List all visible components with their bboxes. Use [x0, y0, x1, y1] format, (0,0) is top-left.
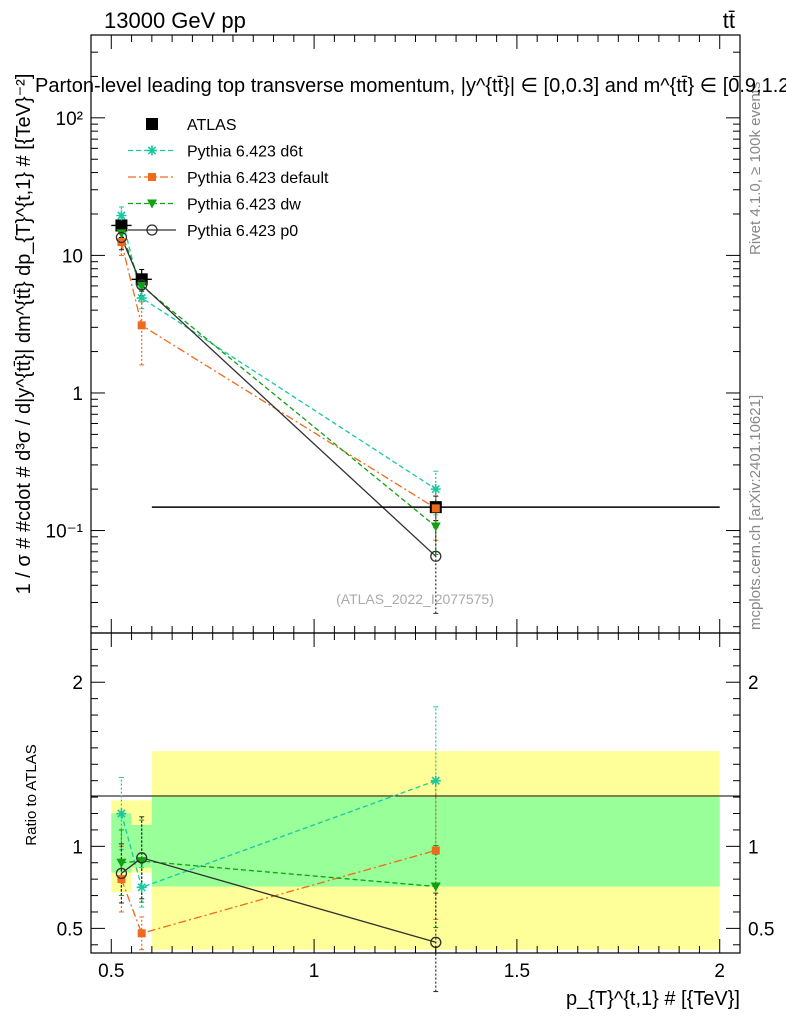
main-series-line-pythia-6-423-dw — [120, 232, 437, 528]
ratio-ytick-label: 1 — [72, 837, 83, 858]
ratio-ylabel: Ratio to ATLAS — [23, 744, 40, 845]
main-point-pythia-6-423-dw — [430, 522, 441, 532]
main-series-line-pythia-6-423-p0 — [120, 237, 437, 557]
xtick-label: 0.5 — [98, 961, 124, 982]
ratio-point-pythia-6-423-default — [431, 846, 440, 855]
legend-label-atlas: ATLAS — [187, 117, 237, 134]
main-point-pythia-6-423-d6t — [430, 484, 441, 495]
legend-marker-pythia-6-423-dw — [147, 199, 157, 209]
main-point-pythia-6-423-p0 — [136, 279, 148, 291]
ratio-ytick-label-right: 2 — [748, 673, 759, 694]
main-ylabel: 1 / σ # #cdot # d³σ / d|y^{tt̄}| dm^{tt̄… — [13, 74, 35, 595]
ratio-point-pythia-6-423-dw — [116, 858, 127, 868]
main-ytick-label: 1 — [72, 384, 83, 405]
main-series-line-pythia-6-423-default — [120, 241, 437, 509]
header-energy-label: 13000 GeV pp — [104, 8, 246, 33]
legend-label-pythia-6-423-d6t: Pythia 6.423 d6t — [187, 144, 303, 161]
legend-label-pythia-6-423-default: Pythia 6.423 default — [187, 170, 329, 187]
main-plot-panel: 10² 10 1 10⁻¹ Parton-level leading top tran… — [13, 34, 786, 634]
ratio-ytick-label: 0.5 — [57, 919, 83, 940]
main-point-pythia-6-423-p0 — [430, 550, 442, 562]
main-point-pythia-6-423-dw — [116, 229, 127, 239]
legend: ATLAS Pythia 6.423 d6t Pythia 6.423 defaul… — [128, 117, 329, 240]
main-point-pythia-6-423-d6t — [136, 293, 147, 304]
main-point-pythia-6-423-default — [137, 321, 146, 330]
ratio-ytick-label-right: 0.5 — [748, 919, 774, 940]
legend-marker-atlas — [146, 118, 158, 130]
ratio-ytick-label-right: 1 — [748, 837, 759, 858]
legend-marker-pythia-6-423-p0 — [146, 224, 158, 236]
legend-marker-pythia-6-423-default — [148, 173, 156, 181]
ratio-point-pythia-6-423-default — [137, 929, 146, 938]
x-axis-label: p_{T}^{t,1} # [{TeV}] — [566, 988, 740, 1010]
ratio-point-pythia-6-423-d6t — [116, 808, 127, 819]
xtick-label: 1.5 — [504, 961, 530, 982]
main-point-pythia-6-423-d6t — [116, 210, 127, 221]
ratio-point-pythia-6-423-p0 — [115, 867, 128, 880]
main-title: Parton-level leading top transverse mome… — [35, 75, 786, 97]
ratio-point-pythia-6-423-default — [117, 875, 126, 884]
ratio-point-pythia-6-423-p0 — [136, 852, 148, 864]
main-point-atlas — [115, 219, 128, 232]
mcplots-label: mcplots.cern.ch [arXiv:2401.10621] — [747, 395, 764, 630]
main-point-pythia-6-423-dw — [136, 281, 147, 291]
ratio-point-pythia-6-423-dw — [136, 857, 147, 867]
rivet-version-label: Rivet 4.1.0, ≥ 100k events — [747, 82, 764, 255]
legend-label-pythia-6-423-dw: Pythia 6.423 dw — [187, 197, 301, 214]
main-ytick-label: 10 — [62, 246, 83, 267]
main-ytick-label: 10⁻¹ — [46, 522, 84, 543]
header-process-label: tt̄ — [723, 8, 735, 33]
main-point-pythia-6-423-default — [431, 504, 440, 513]
main-point-pythia-6-423-p0 — [115, 231, 128, 244]
main-series-line-pythia-6-423-d6t — [120, 215, 437, 490]
ratio-point-pythia-6-423-d6t — [430, 775, 441, 786]
ratio-point-pythia-6-423-d6t — [136, 882, 147, 893]
ratio-plot-panel: 0.5 1 1.5 2 2 2 1 1 0.5 0.5 Ratio to ATLAS p_{T}^… — [23, 632, 774, 1010]
xtick-label: 1 — [309, 961, 320, 982]
ratio-ytick-label: 2 — [72, 673, 83, 694]
main-ytick-label: 10² — [56, 109, 83, 130]
analysis-watermark: (ATLAS_2022_I2077575) — [336, 591, 494, 607]
legend-label-pythia-6-423-p0: Pythia 6.423 p0 — [187, 223, 298, 240]
legend-marker-pythia-6-423-d6t — [147, 145, 157, 156]
xtick-label: 2 — [714, 961, 725, 982]
ratio-point-pythia-6-423-dw — [430, 882, 441, 892]
